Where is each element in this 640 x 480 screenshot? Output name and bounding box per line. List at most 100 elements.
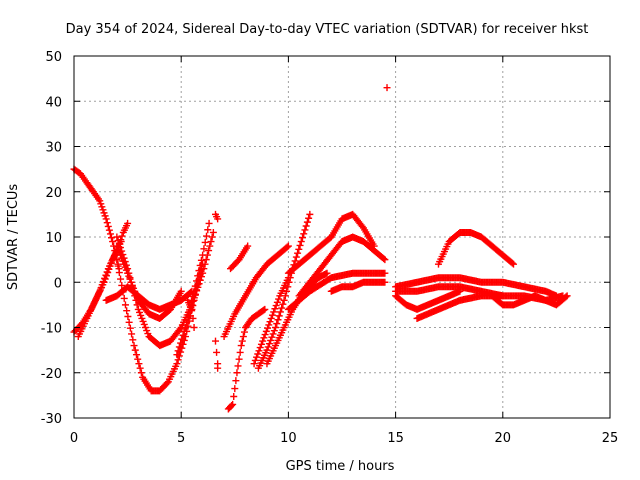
- data-point-marker: [262, 327, 270, 335]
- grid-layer: [74, 56, 610, 418]
- data-point-marker: [499, 292, 507, 300]
- data-point-marker: [231, 385, 239, 393]
- y-tick-label: -30: [41, 412, 62, 427]
- data-point-marker: [257, 340, 265, 348]
- data-point-marker: [260, 334, 268, 342]
- data-point-marker: [214, 364, 222, 372]
- y-tick-label: 40: [45, 95, 62, 110]
- data-point-marker: [107, 259, 115, 267]
- y-tick-label: 10: [45, 231, 62, 246]
- data-point-marker: [275, 295, 283, 303]
- data-point-marker: [103, 219, 111, 227]
- data-point-marker: [202, 232, 210, 240]
- data-point-marker: [283, 243, 291, 251]
- series-arc-rise-a: [227, 242, 252, 273]
- data-point-marker: [284, 283, 292, 291]
- data-point-marker: [173, 351, 181, 359]
- data-point-marker: [121, 301, 129, 309]
- data-point-marker: [279, 300, 287, 308]
- data-point-marker: [194, 272, 202, 280]
- data-point-marker: [297, 238, 305, 246]
- data-point-marker: [205, 219, 213, 227]
- data-point-marker: [190, 287, 198, 295]
- data-point-marker: [115, 269, 123, 277]
- data-point-marker: [380, 255, 388, 263]
- data-point-marker: [125, 318, 133, 326]
- data-point-marker: [240, 328, 248, 336]
- y-tick-label: -10: [41, 322, 62, 337]
- series-isolated-peak-1: [212, 210, 222, 223]
- y-tick-label: 30: [45, 141, 62, 156]
- data-point-marker: [196, 261, 204, 269]
- data-point-marker: [178, 335, 186, 343]
- data-point-marker: [163, 379, 171, 387]
- data-point-marker: [190, 294, 198, 302]
- data-point-marker: [273, 320, 281, 328]
- data-point-marker: [180, 327, 188, 335]
- data-point-marker: [118, 232, 126, 240]
- data-point-marker: [177, 339, 185, 347]
- series-arc-plunge: [224, 305, 269, 413]
- data-point-marker: [237, 342, 245, 350]
- data-point-marker: [273, 298, 281, 306]
- data-point-marker: [266, 318, 274, 326]
- data-point-marker: [298, 234, 306, 242]
- data-point-marker: [214, 215, 222, 223]
- data-point-marker: [124, 313, 132, 321]
- data-point-marker: [302, 222, 310, 230]
- series-arc-early-decay: [70, 165, 123, 273]
- data-point-marker: [229, 400, 237, 408]
- data-point-marker: [234, 362, 242, 370]
- series-arc-late-dip-b: [413, 292, 507, 322]
- data-point-marker: [232, 377, 240, 385]
- data-point-marker: [251, 356, 259, 364]
- data-point-marker: [306, 210, 314, 218]
- data-point-marker: [270, 308, 278, 316]
- series-arc-late-flat-b: [392, 283, 567, 304]
- data-point-marker: [260, 306, 268, 314]
- data-point-marker: [193, 277, 201, 285]
- data-point-marker: [275, 312, 283, 320]
- data-point-marker: [197, 256, 205, 264]
- data-point-marker: [181, 324, 189, 331]
- data-point-marker: [272, 324, 280, 331]
- data-point-marker: [205, 247, 213, 255]
- data-point-marker: [265, 321, 273, 329]
- data-point-marker: [206, 242, 214, 250]
- series-outlier: [383, 84, 391, 92]
- y-tick-label: -20: [41, 367, 62, 382]
- data-point-marker: [100, 278, 108, 286]
- x-tick-label: 0: [70, 431, 78, 446]
- data-point-marker: [284, 242, 292, 250]
- data-point-marker: [173, 360, 181, 368]
- data-point-marker: [255, 347, 263, 355]
- series-arc-late-hump: [434, 228, 518, 268]
- x-axis-title: GPS time / hours: [286, 459, 395, 474]
- data-point-marker: [134, 355, 142, 363]
- data-point-marker: [274, 316, 282, 324]
- data-point-marker: [283, 287, 291, 295]
- data-point-marker: [126, 324, 134, 332]
- data-point-marker: [212, 337, 220, 345]
- data-point-marker: [323, 269, 331, 277]
- data-point-marker: [190, 324, 198, 331]
- data-point-marker: [358, 222, 366, 230]
- data-point-marker: [108, 234, 116, 242]
- data-point-marker: [105, 226, 113, 234]
- series-isolated-low-2: [212, 337, 222, 372]
- data-point-marker: [201, 260, 209, 268]
- data-point-marker: [233, 369, 241, 377]
- data-point-marker: [271, 305, 279, 313]
- y-tick-label: 20: [45, 186, 62, 201]
- data-point-marker: [264, 343, 272, 351]
- data-point-marker: [197, 273, 205, 281]
- data-point-marker: [265, 340, 273, 348]
- data-point-marker: [281, 292, 289, 300]
- data-point-marker: [114, 237, 122, 245]
- data-point-marker: [269, 330, 277, 338]
- data-point-marker: [208, 233, 216, 241]
- series-arc-hump-mid: [295, 233, 389, 300]
- data-point-marker: [244, 242, 252, 250]
- data-point-marker: [285, 278, 293, 286]
- data-point-marker: [136, 364, 144, 372]
